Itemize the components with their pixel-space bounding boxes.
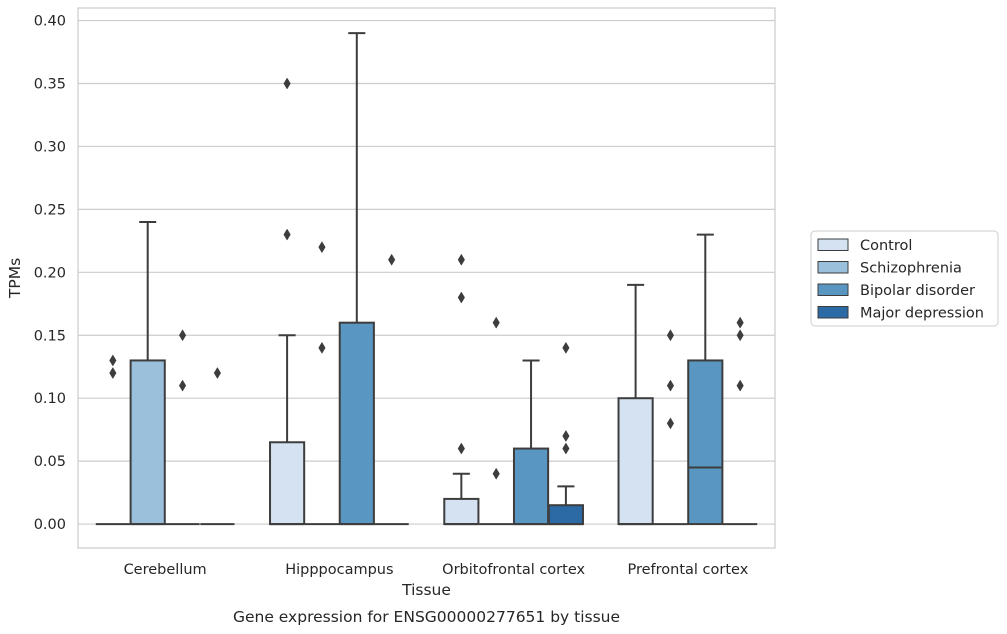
y-tick-labels: 0.00 0.05 0.10 0.15 0.20 0.25 0.30 0.35 0.40 xyxy=(34,14,66,533)
box-group xyxy=(479,316,514,526)
legend-label: Major depression xyxy=(860,306,984,322)
box-group xyxy=(547,341,584,526)
box xyxy=(547,504,584,526)
y-tick-label: 0.25 xyxy=(34,202,66,218)
y-tick-label: 0.20 xyxy=(34,265,66,281)
legend-frame xyxy=(810,230,999,327)
x-axis-label: Tissue xyxy=(401,581,451,599)
outlier-point xyxy=(178,379,187,392)
legend: Control Schizophrenia Bipolar disorder Majo… xyxy=(810,230,999,327)
y-tick-label: 0.30 xyxy=(34,139,66,155)
box xyxy=(617,397,654,526)
boxes xyxy=(95,32,758,526)
box-group xyxy=(200,367,235,526)
figure-caption: Gene expression for ENSG00000277651 by t… xyxy=(233,608,620,626)
x-tick-label: Prefrontal cortex xyxy=(627,562,748,578)
plot-frame xyxy=(77,7,776,549)
box-group xyxy=(165,329,200,526)
legend-swatch xyxy=(817,261,849,274)
outlier-point xyxy=(666,417,675,430)
outlier-point xyxy=(318,341,326,354)
outlier-point xyxy=(109,354,117,367)
y-tick-label: 0.10 xyxy=(34,391,66,407)
legend-swatch xyxy=(817,283,849,296)
box xyxy=(443,497,480,526)
box xyxy=(512,447,550,526)
outlier-point xyxy=(318,241,326,254)
box-group xyxy=(617,283,654,526)
y-gridlines xyxy=(78,19,775,525)
outlier-point xyxy=(388,253,396,266)
box-group xyxy=(687,233,724,526)
outlier-point xyxy=(457,253,465,266)
outlier-point xyxy=(457,291,465,304)
legend-swatch xyxy=(817,306,849,319)
outlier-point xyxy=(283,228,291,241)
outlier-point xyxy=(213,367,221,380)
outlier-point xyxy=(736,316,744,329)
box-group xyxy=(443,253,480,526)
outlier-point xyxy=(736,379,744,392)
outlier-point xyxy=(666,379,675,392)
box-group xyxy=(512,359,550,526)
x-tick-labels: Cerebellum Hipppocampus Orbitofrontal cort… xyxy=(124,562,749,578)
y-tick-label: 0.00 xyxy=(34,517,66,533)
y-axis-label: TPMs xyxy=(6,258,24,299)
outlier-point xyxy=(178,329,187,342)
box-group xyxy=(95,354,130,526)
outlier-point xyxy=(562,442,570,455)
outlier-point xyxy=(562,429,570,442)
outlier-point xyxy=(492,467,500,480)
x-tick-label: Cerebellum xyxy=(124,562,207,578)
outlier-point xyxy=(457,442,465,455)
legend-label: Schizophrenia xyxy=(860,261,962,277)
box xyxy=(269,441,306,526)
box-group xyxy=(304,241,340,526)
outlier-point xyxy=(109,367,117,380)
box-group xyxy=(723,316,758,526)
box xyxy=(129,359,166,526)
outlier-point xyxy=(666,329,675,342)
legend-label: Bipolar disorder xyxy=(860,283,975,299)
box-group xyxy=(269,77,306,526)
box-group xyxy=(129,220,166,526)
outlier-point xyxy=(492,316,500,329)
box xyxy=(687,359,724,526)
outlier-point xyxy=(562,341,570,354)
outlier-point xyxy=(283,77,291,90)
y-tick-label: 0.40 xyxy=(34,14,66,30)
y-tick-label: 0.15 xyxy=(34,328,66,344)
y-tick-label: 0.35 xyxy=(34,77,66,93)
box xyxy=(338,321,375,526)
y-tick-label: 0.05 xyxy=(34,454,66,470)
box-group xyxy=(338,32,375,526)
outlier-point xyxy=(736,329,744,342)
x-tick-label: Orbitofrontal cortex xyxy=(442,562,585,578)
legend-label: Control xyxy=(860,238,912,254)
x-tick-label: Hipppocampus xyxy=(285,562,393,578)
box-group xyxy=(653,329,688,526)
legend-swatch xyxy=(817,238,849,251)
box-group xyxy=(374,253,409,526)
